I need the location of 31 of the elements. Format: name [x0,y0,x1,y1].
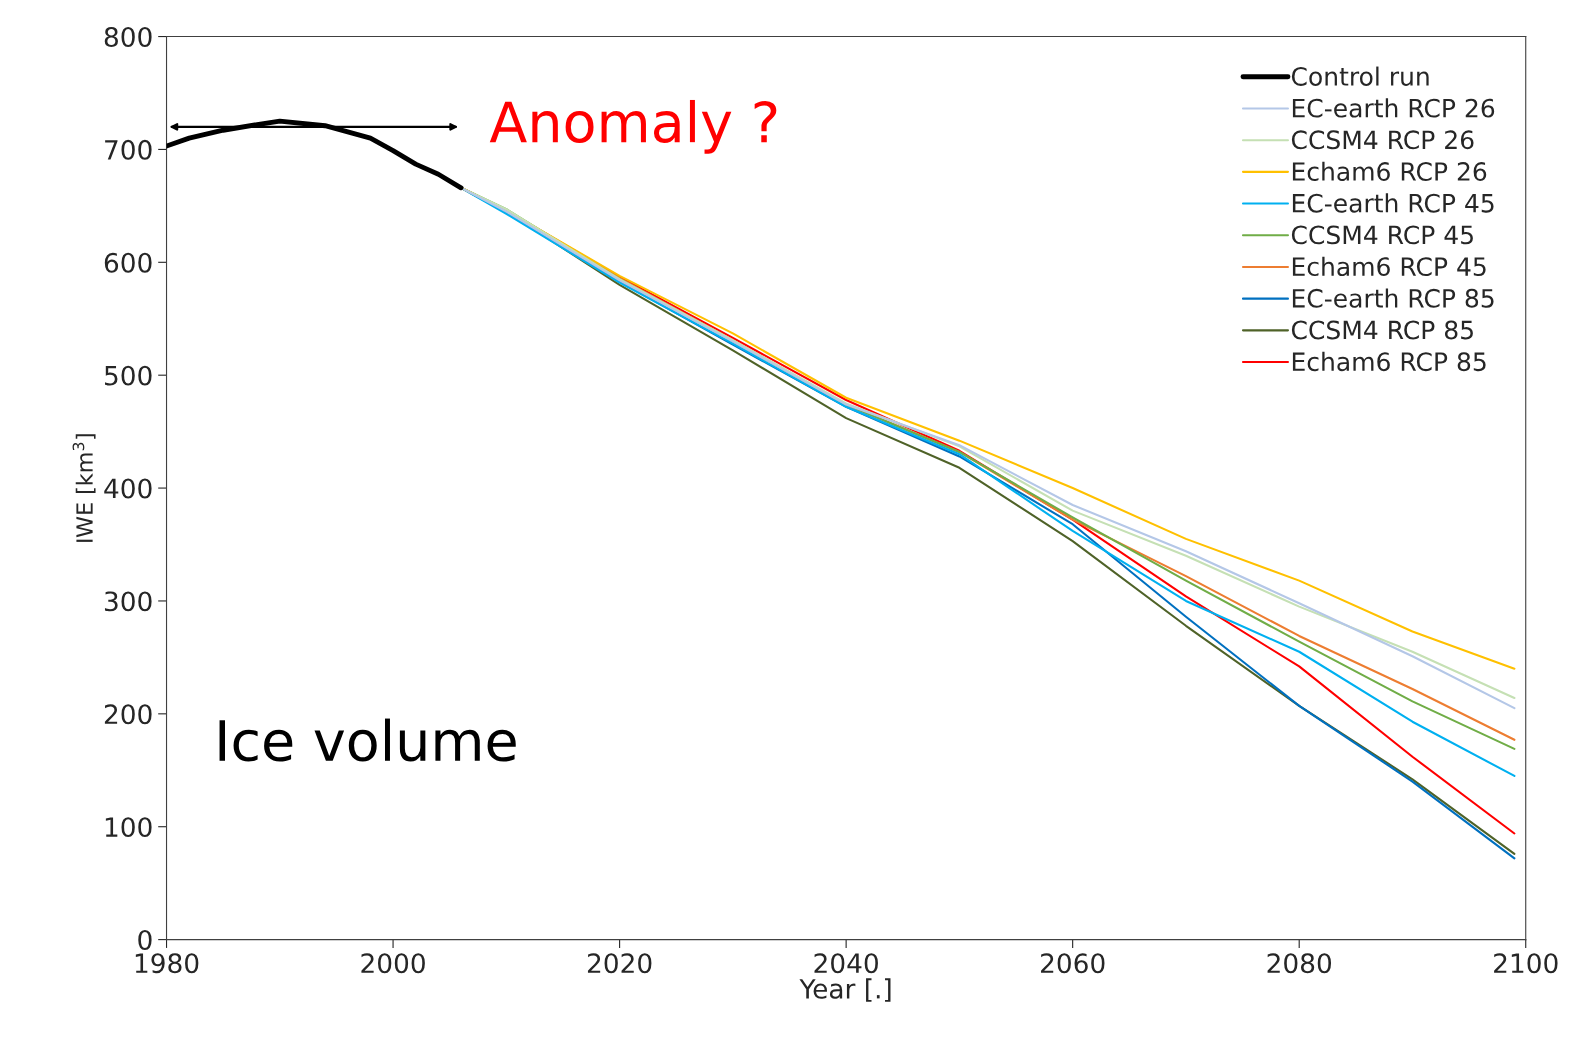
x-tick-label: 1980 [135,953,199,974]
legend-label: CCSM4 RCP 45 [1291,225,1473,245]
legend-label: EC-earth RCP 26 [1292,98,1495,118]
legend-label: Echam6 RCP 45 [1292,256,1486,277]
y-tick-label: 800 [104,26,152,47]
legend-label: Echam6 RCP 26 [1292,161,1487,181]
y-tick-label: 700 [105,139,152,160]
legend-label: Control run [1291,66,1429,86]
annotation: Ice volume [219,718,516,762]
y-tick-label: 100 [105,817,152,838]
y-tick-label: 200 [104,704,152,725]
legend-label: Echam6 RCP 85 [1292,351,1486,372]
x-tick-label: 2020 [587,953,652,974]
legend-label: EC-earth RCP 45 [1292,193,1494,213]
legend-label: CCSM4 RCP 85 [1291,320,1473,340]
y-tick-label: 500 [105,365,152,386]
x-tick-label: 2100 [1494,953,1558,974]
y-tick-label: 400 [104,478,152,499]
y-tick-label: 0 [138,930,152,950]
x-tick-label: 2040 [814,953,878,974]
x-axis-title: Year [.] [799,978,891,1002]
y-tick-label: 300 [104,591,152,612]
annotation: Anomaly ? [489,99,777,154]
legend-label: CCSM4 RCP 26 [1291,130,1474,150]
line-series [166,118,464,191]
y-axis-title: IWE [km$^{3}$] [72,434,96,542]
x-tick-label: 2060 [1041,953,1105,974]
y-tick-label: 600 [104,252,152,273]
x-tick-label: 2080 [1267,953,1332,974]
x-tick-label: 2000 [361,953,425,974]
legend-label: EC-earth RCP 85 [1292,288,1494,308]
